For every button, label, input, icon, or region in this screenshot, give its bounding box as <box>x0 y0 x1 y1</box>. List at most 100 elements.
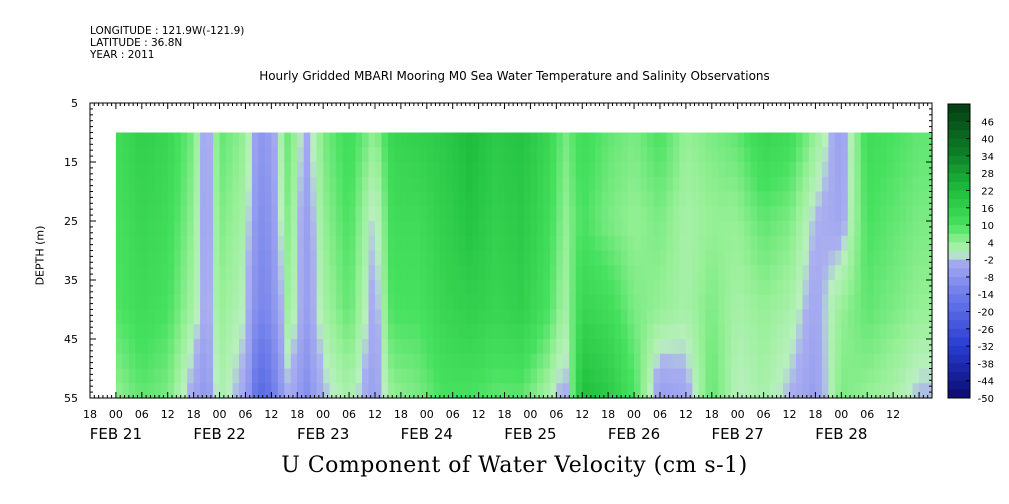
heatmap-cell <box>387 294 396 311</box>
colorbar-swatch <box>948 164 970 174</box>
heatmap-cell <box>770 191 778 207</box>
x-hour-tick-label: 00 <box>834 408 848 421</box>
heatmap-cell <box>634 265 642 281</box>
heatmap-cell <box>530 235 538 252</box>
heatmap-cell <box>783 132 791 148</box>
heatmap-cell <box>595 368 603 384</box>
heatmap-cell <box>465 206 473 222</box>
heatmap-cell <box>549 353 557 370</box>
heatmap-cell <box>264 309 272 325</box>
heatmap-cell <box>122 353 130 370</box>
heatmap-cell <box>627 250 635 266</box>
heatmap-cell <box>659 162 668 178</box>
heatmap-cell <box>187 294 195 311</box>
heatmap-cell <box>828 353 836 370</box>
heatmap-cell <box>115 132 123 148</box>
heatmap-cell <box>226 206 234 222</box>
heatmap-cell <box>148 294 156 311</box>
heatmap-cell <box>180 383 188 399</box>
heatmap-cell <box>893 294 901 311</box>
heatmap-cell <box>180 250 188 266</box>
heatmap-cell <box>543 206 551 222</box>
heatmap-cell <box>374 206 383 222</box>
heatmap-cell <box>886 280 894 296</box>
heatmap-cell <box>588 132 596 148</box>
heatmap-cell <box>174 353 182 370</box>
heatmap-cell <box>381 383 389 399</box>
heatmap-cell <box>342 339 350 355</box>
heatmap-cell <box>394 280 402 296</box>
heatmap-cell <box>815 147 823 163</box>
heatmap-cell <box>640 368 648 384</box>
heatmap-cell <box>886 294 894 311</box>
heatmap-cell <box>672 221 680 237</box>
heatmap-cell <box>925 309 933 325</box>
heatmap-cell <box>290 324 298 340</box>
heatmap-cell <box>504 176 512 193</box>
heatmap-cell <box>387 250 396 266</box>
heatmap-cell <box>355 368 363 384</box>
heatmap-cell <box>614 265 622 281</box>
heatmap-cell <box>588 206 596 222</box>
heatmap-cell <box>284 280 292 296</box>
heatmap-cell <box>692 235 700 252</box>
heatmap-cell <box>128 250 136 266</box>
heatmap-cell <box>640 265 648 281</box>
heatmap-cell <box>478 176 486 193</box>
heatmap-cell <box>575 147 583 163</box>
heatmap-cell <box>919 162 927 178</box>
heatmap-cell <box>543 309 551 325</box>
heatmap-cell <box>290 309 298 325</box>
heatmap-cell <box>789 235 797 252</box>
heatmap-cell <box>737 147 745 163</box>
heatmap-cell <box>400 206 408 222</box>
heatmap-cell <box>342 353 350 370</box>
colorbar-swatch <box>948 207 970 217</box>
heatmap-cell <box>653 353 661 370</box>
heatmap-cell <box>808 235 817 252</box>
heatmap-cell <box>601 147 609 163</box>
colorbar-swatch <box>948 155 970 166</box>
heatmap-cell <box>595 132 603 148</box>
heatmap-cell <box>407 368 415 384</box>
heatmap-cell <box>362 176 370 193</box>
heatmap-cell <box>698 383 706 399</box>
heatmap-cell <box>504 265 512 281</box>
x-hour-tick-label: 00 <box>316 408 330 421</box>
heatmap-cell <box>264 294 272 311</box>
heatmap-cell <box>374 324 383 340</box>
heatmap-cell <box>200 265 208 281</box>
heatmap-cell <box>213 324 221 340</box>
heatmap-cell <box>465 339 473 355</box>
heatmap-cell <box>122 280 130 296</box>
heatmap-cell <box>562 324 570 340</box>
heatmap-cell <box>459 221 467 237</box>
heatmap-cell <box>174 162 182 178</box>
heatmap-cell <box>569 132 577 148</box>
heatmap-cell <box>608 294 616 311</box>
heatmap-cell <box>290 235 298 252</box>
heatmap-cell <box>226 235 234 252</box>
heatmap-cell <box>718 221 726 237</box>
heatmap-cell <box>511 383 519 399</box>
heatmap-cell <box>433 339 441 355</box>
heatmap-cell <box>757 250 765 266</box>
heatmap-cell <box>808 324 817 340</box>
heatmap-cell <box>511 339 519 355</box>
heatmap-cell <box>666 235 674 252</box>
heatmap-cell <box>653 191 661 207</box>
heatmap-cell <box>511 206 519 222</box>
heatmap-cell <box>491 339 499 355</box>
heatmap-cell <box>562 280 570 296</box>
heatmap-cell <box>744 235 752 252</box>
heatmap-cell <box>148 221 156 237</box>
heatmap-cell <box>692 280 700 296</box>
heatmap-cell <box>627 162 635 178</box>
heatmap-cell <box>154 191 162 207</box>
heatmap-cell <box>154 309 162 325</box>
heatmap-cell <box>912 353 920 370</box>
heatmap-cell <box>925 368 933 384</box>
heatmap-cell <box>659 383 668 399</box>
heatmap-cell <box>621 250 629 266</box>
heatmap-cell <box>679 147 687 163</box>
